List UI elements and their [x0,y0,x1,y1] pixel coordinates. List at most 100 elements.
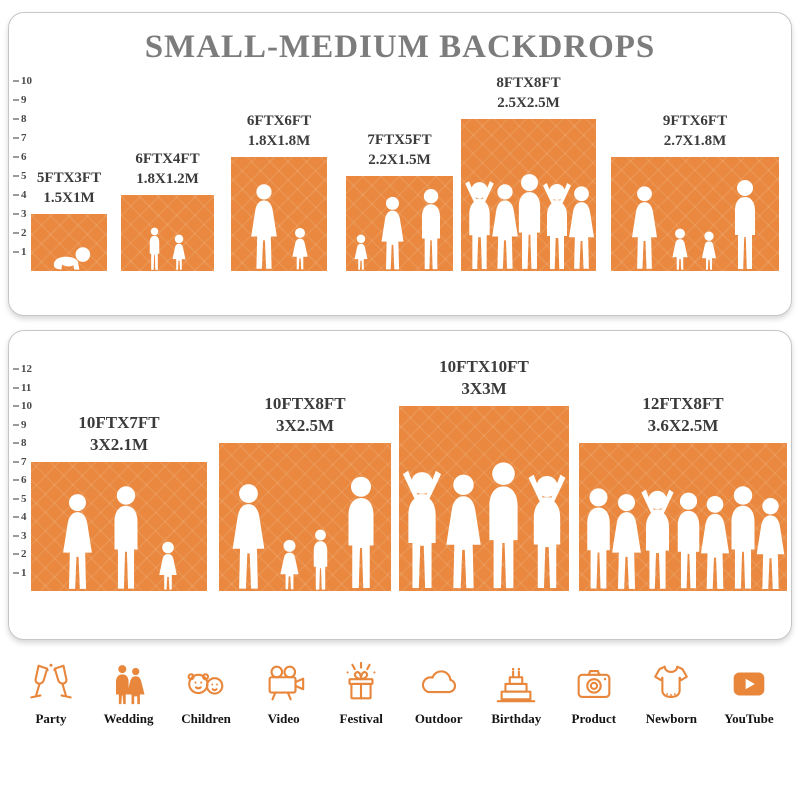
ruler-tick: 8 [13,110,27,128]
child-silhouette [149,227,160,270]
woman-silhouette [232,484,264,589]
ruler-number: 2 [21,548,27,560]
tick-mark [13,118,19,120]
tick-mark [13,405,19,407]
child-silhouette [279,539,299,590]
size-ft: 5FTX3FT [36,170,102,186]
ruler-tick: 4 [13,186,27,204]
child-silhouette [172,234,186,270]
backdrop-swatch [611,157,779,271]
size-ft: 6FTX6FT [246,113,312,129]
tick-mark [13,194,19,196]
category-label: Product [571,711,617,726]
ruler-number: 3 [21,530,27,542]
top-stage: 10 9 8 7 6 5 4 3 2 1 5FTX3FT 1.5X1M [9,55,791,271]
ruler-number: 1 [21,246,27,258]
people-silhouettes [31,485,207,591]
size-ft: 10FTX8FT [264,393,346,413]
ruler-tick: 10 [13,72,32,90]
backdrop-size-label: 10FTX7FT 3X2.1M [78,412,159,456]
size-m: 3X2.5M [275,415,335,435]
woman-silhouette [62,494,92,589]
woman-silhouette [251,184,277,269]
ruler-tick: 1 [13,564,27,582]
size-ft: 10FTX7FT [78,412,160,432]
man-silhouette [422,189,440,270]
ruler-tick: 11 [13,379,31,397]
ruler-number: 6 [21,151,27,163]
ruler-number: 7 [21,456,27,468]
ruler-tick: 7 [13,129,27,147]
baby-silhouette [53,247,90,270]
child-silhouette [313,529,327,590]
tick-mark [13,156,19,158]
ruler-tick: 5 [13,490,27,508]
backdrop-size-label: 10FTX8FT 3X2.5M [264,393,345,437]
backdrop-swatch [31,462,207,591]
woman-silhouette [631,186,657,269]
man-silhouette [114,486,137,589]
ruler-number: 6 [21,474,27,486]
child-silhouette [158,541,177,590]
ruler-number: 7 [21,132,27,144]
backdrop-size-label: 6FTX6FT 1.8X1.8M [247,112,311,151]
woman-silhouette [756,498,784,589]
gift-fireworks-icon [338,660,384,706]
ruler-number: 4 [21,511,27,523]
backdrop-size-label: 7FTX5FT 2.2X1.5M [367,131,431,170]
tick-mark [13,516,19,518]
ruler-number: 9 [21,94,27,106]
people-silhouettes [219,475,391,591]
backdrop-size-label: 9FTX6FT 2.7X1.8M [663,112,727,151]
tick-mark [13,498,19,500]
people-silhouettes [461,173,596,271]
category-label: Video [267,711,300,726]
category-birthday: Birthday [479,660,553,727]
category-label: Wedding [103,711,154,726]
ruler-number: 2 [21,227,27,239]
baby-onesie-icon [648,660,694,706]
panel-small-medium: SMALL-MEDIUM BACKDROPS 10 9 8 7 6 5 4 3 … [8,12,792,316]
tick-mark [13,572,19,574]
ruler-tick: 3 [13,205,27,223]
wedding-couple-icon [106,660,152,706]
category-children: Children [169,660,243,727]
size-m: 1.5X1M [43,189,95,206]
category-label: Newborn [645,711,698,726]
backdrop-size-label: 8FTX8FT 2.5X2.5M [496,74,560,113]
backdrop-swatch [121,195,214,271]
tick-mark [13,213,19,215]
bottom-ruler: 12 11 10 9 8 7 6 5 4 3 2 1 [13,345,41,591]
category-product: Product [557,660,631,727]
woman-silhouette [381,196,404,270]
size-ft: 7FTX5FT [367,132,432,148]
ruler-tick: 10 [13,397,32,415]
ruler-number: 10 [21,75,32,87]
man-silhouette [734,180,755,269]
backdrop-size-label: 5FTX3FT 1.5X1M [37,169,101,208]
category-label: YouTube [724,711,774,726]
category-outdoor: Outdoor [402,660,476,727]
ruler-tick: 6 [13,148,27,166]
people-silhouettes [31,245,107,271]
child-silhouette [701,231,716,270]
ruler-number: 5 [21,170,27,182]
page-title: SMALL-MEDIUM BACKDROPS [144,29,656,65]
tick-mark [13,535,19,537]
category-label: Outdoor [414,711,463,726]
ruler-tick: 9 [13,416,27,434]
people-silhouettes [611,179,779,271]
category-party: Party [14,660,88,727]
ruler-number: 1 [21,567,27,579]
size-m: 1.8X1.2M [136,170,199,187]
backdrop-swatch [579,443,787,591]
photo-camera-icon [571,660,617,706]
tick-mark [13,424,19,426]
ruler-number: 8 [21,113,27,125]
tick-mark [13,553,19,555]
ruler-tick: 2 [13,545,27,563]
woman-silhouette [569,186,594,269]
ruler-tick: 7 [13,453,27,471]
size-m: 2.5X2.5M [497,94,560,111]
